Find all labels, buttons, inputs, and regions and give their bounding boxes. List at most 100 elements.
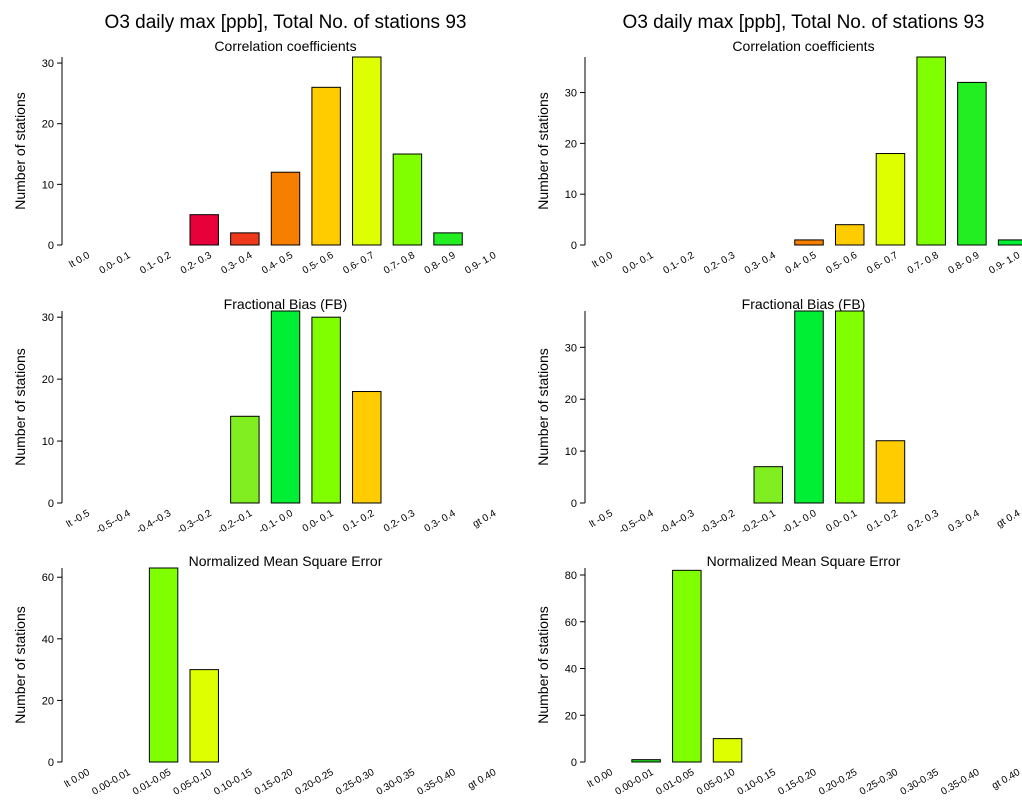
bar <box>875 440 906 504</box>
y-tick-label: 10 <box>42 436 54 448</box>
x-tick-label: 0.3- 0.4 <box>219 250 254 277</box>
x-tick-label: 0.6- 0.7 <box>865 250 900 277</box>
x-tick-label: 0.15-0.20 <box>253 767 295 798</box>
x-tick-label: 0.1- 0.2 <box>661 250 696 277</box>
y-tick-label: 10 <box>42 179 54 191</box>
x-tick-label: 0.30-0.35 <box>375 767 417 798</box>
bar <box>834 310 865 504</box>
x-tick-label: lt 0.0 <box>591 250 616 271</box>
y-tick-label: 0 <box>571 498 577 510</box>
x-tick-label: 0.20-0.25 <box>294 767 336 798</box>
y-tick-label: 0 <box>48 498 54 510</box>
chart-subtitle: Correlation coefficients <box>214 38 356 54</box>
x-tick-label: 0.00-0.01 <box>613 767 655 798</box>
x-tick-label: 0.4- 0.5 <box>784 250 819 277</box>
x-tick-label: lt 0.0 <box>68 250 93 271</box>
y-tick-label: 0 <box>48 240 54 252</box>
y-tick-label: 30 <box>42 58 54 70</box>
x-tick-label: 0.3- 0.4 <box>743 250 778 277</box>
x-tick-label: -0.3--0.2 <box>175 508 214 537</box>
x-tick-label: 0.3- 0.4 <box>423 508 458 535</box>
y-axis-label: Number of stations <box>12 348 28 466</box>
y-tick-label: 30 <box>42 312 54 324</box>
x-tick-label: -0.1- 0.0 <box>257 508 295 536</box>
y-tick-label: 20 <box>42 119 54 131</box>
x-tick-label: 0.1- 0.2 <box>138 250 173 277</box>
x-tick-label: 0.15-0.20 <box>776 767 818 798</box>
x-tick-label: 0.25-0.30 <box>858 767 900 798</box>
x-tick-label: 0.0- 0.1 <box>621 250 656 277</box>
chart-title: Normalized Mean Square Error <box>707 553 901 569</box>
x-tick-label: gt 0.4 <box>471 508 499 530</box>
y-tick-label: 40 <box>42 634 54 646</box>
x-tick-label: 0.00-0.01 <box>90 767 132 798</box>
x-tick-label: 0.2- 0.3 <box>179 250 214 277</box>
y-tick-label: 0 <box>571 240 577 252</box>
bar <box>753 466 784 504</box>
x-tick-label: 0.1- 0.2 <box>865 508 900 535</box>
y-axis-label: Number of stations <box>535 92 551 210</box>
x-tick-label: 0.10-0.15 <box>736 767 778 798</box>
x-tick-label: 0.05-0.10 <box>172 767 214 798</box>
y-tick-label: 20 <box>565 138 577 150</box>
chart-title: Fractional Bias (FB) <box>742 296 866 312</box>
x-tick-label: 0.01-0.05 <box>654 767 696 798</box>
x-tick-label: 0.25-0.30 <box>334 767 376 798</box>
y-tick-label: 0 <box>571 757 577 769</box>
x-tick-label: 0.7- 0.8 <box>382 250 417 277</box>
x-tick-label: 0.10-0.15 <box>212 767 254 798</box>
bar <box>631 759 661 763</box>
bar <box>916 56 946 246</box>
bar <box>230 415 260 504</box>
bar <box>712 738 743 763</box>
bar <box>270 171 301 246</box>
y-axis-label: Number of stations <box>12 92 28 210</box>
bar <box>672 569 702 763</box>
bar <box>834 224 865 246</box>
bar <box>352 56 382 246</box>
x-tick-label: 0.6- 0.7 <box>341 250 376 277</box>
bar <box>230 232 260 246</box>
bar <box>352 391 382 504</box>
y-tick-label: 30 <box>565 342 577 354</box>
bar <box>875 153 906 246</box>
x-tick-label: 0.4- 0.5 <box>260 250 295 277</box>
x-tick-label: 0.3- 0.4 <box>947 508 982 535</box>
y-tick-label: 10 <box>565 446 577 458</box>
chart-subtitle: Correlation coefficients <box>732 38 874 54</box>
x-tick-label: 0.0- 0.1 <box>824 508 859 535</box>
x-tick-label: 0.01-0.05 <box>131 767 173 798</box>
y-tick-label: 60 <box>565 617 577 629</box>
x-tick-label: 0.0- 0.1 <box>301 508 336 535</box>
chart-title: O3 daily max [ppb], Total No. of station… <box>623 12 985 33</box>
x-tick-label: 0.5- 0.6 <box>824 250 859 277</box>
bar <box>270 310 301 504</box>
y-tick-label: 20 <box>42 695 54 707</box>
x-tick-label: 0.30-0.35 <box>899 767 941 798</box>
bar <box>392 153 423 246</box>
x-tick-label: -0.3--0.2 <box>699 508 738 537</box>
x-tick-label: -0.1- 0.0 <box>781 508 819 536</box>
x-tick-label: 0.9- 1.0 <box>987 250 1022 277</box>
bar <box>189 214 219 246</box>
bar <box>794 239 824 246</box>
x-tick-label: -0.4--0.3 <box>658 508 697 537</box>
bar <box>189 669 219 763</box>
y-tick-label: 60 <box>42 572 54 584</box>
x-tick-label: gt 0.40 <box>990 767 1022 792</box>
y-tick-label: 0 <box>48 757 54 769</box>
x-tick-label: -0.2--0.1 <box>740 508 779 537</box>
x-tick-label: lt 0.00 <box>63 767 92 790</box>
y-tick-label: 20 <box>42 374 54 386</box>
bar <box>311 86 341 246</box>
x-tick-label: 0.8- 0.9 <box>947 250 982 277</box>
x-tick-label: -0.5--0.4 <box>617 508 656 537</box>
chart-title: O3 daily max [ppb], Total No. of station… <box>105 12 467 33</box>
chart-title: Normalized Mean Square Error <box>189 553 383 569</box>
x-tick-label: 0.1- 0.2 <box>341 508 376 535</box>
bar <box>433 232 463 246</box>
x-tick-label: -0.4--0.3 <box>135 508 174 537</box>
bar <box>997 239 1022 246</box>
y-tick-label: 20 <box>565 394 577 406</box>
